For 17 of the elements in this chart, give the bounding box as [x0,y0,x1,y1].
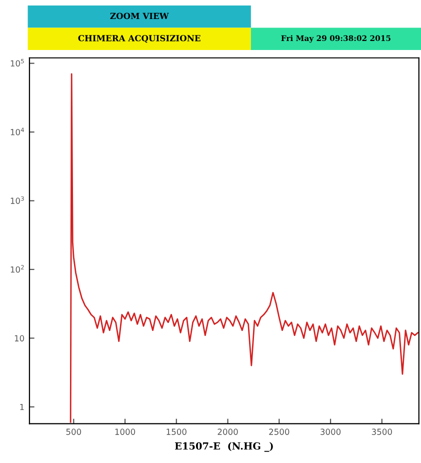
chart-title: ZOOM VIEW [110,12,169,20]
x-axis-title: E1507-E (N.HG _) [175,442,273,452]
y-tick-label: 1 [20,404,24,410]
y-tick-label: 10 [14,335,24,342]
chart-subtitle: CHIMERA ACQUISIZIONE [78,35,200,43]
y-tick-label: 10$^{4}$ [10,128,24,136]
y-tick-label: 10$^{5}$ [10,58,24,67]
x-tick-label: 500 [66,428,82,435]
line-series [70,73,419,423]
x-tick-label: 3500 [372,428,392,435]
x-tick-label: 1500 [166,428,186,435]
x-tick-label: 3000 [320,428,341,435]
x-tick-label: 2000 [218,428,238,435]
x-tick-label: 2500 [269,428,290,435]
x-tick-label: 1000 [115,428,136,435]
y-tick-label: 10$^{3}$ [10,196,24,204]
y-tick-label: 10$^{2}$ [10,265,24,273]
